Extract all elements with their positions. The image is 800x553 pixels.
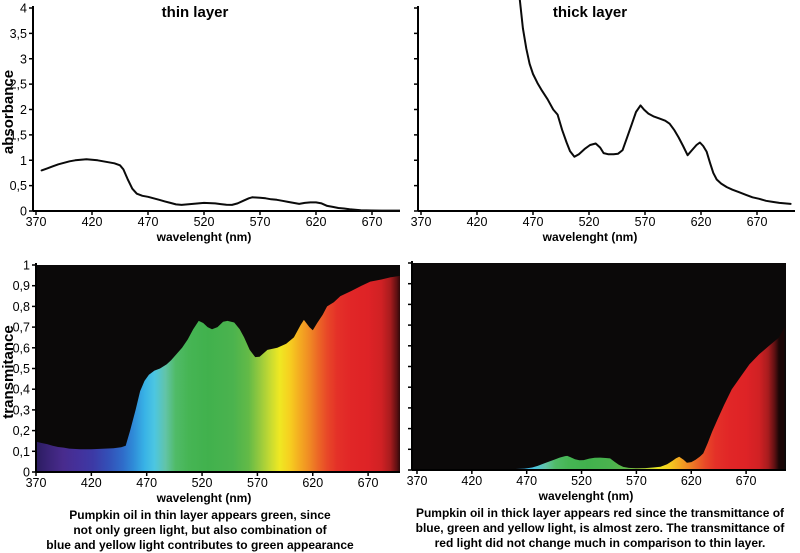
y-tick-label: 0,8 (13, 300, 30, 314)
y-tick-label: 0,9 (13, 279, 30, 293)
x-axis-label: wavelenght (nm) (542, 230, 638, 244)
caption-line: blue and yellow light contributes to gre… (46, 538, 354, 552)
absorbance-curve (40, 158, 400, 212)
y-tick-label: 0,2 (13, 424, 30, 438)
caption-line: Pumpkin oil in thin layer appears green,… (69, 508, 331, 522)
absorbance-curve (518, 0, 792, 205)
x-tick-label: 470 (516, 474, 537, 488)
plot-area: 370 420 470 520 570 620 670 (411, 0, 795, 229)
y-tick-label: 0,5 (13, 362, 30, 376)
x-tick-label: 570 (626, 474, 647, 488)
x-tick-label: 470 (136, 476, 157, 490)
x-tick-label: 620 (306, 215, 327, 229)
x-tick-label: 670 (747, 215, 768, 229)
x-tick-label: 420 (461, 474, 482, 488)
y-tick-label: 0,1 (13, 445, 30, 459)
x-axis-label: wavelenght (nm) (156, 491, 252, 505)
y-tick-label: 0 (20, 205, 27, 219)
y-tick-label: 1,5 (10, 128, 27, 142)
x-axis-label: wavelenght (nm) (538, 489, 634, 503)
x-tick-label: 520 (192, 476, 213, 490)
spectrum-area (36, 275, 400, 472)
y-tick-label: 3,5 (10, 27, 27, 41)
x-tick-label: 620 (681, 474, 702, 488)
y-tick-label: 3 (20, 52, 27, 66)
chart-title: thick layer (553, 4, 627, 21)
x-tick-label: 570 (250, 215, 271, 229)
chart-title: thin layer (162, 4, 229, 21)
x-tick-label: 420 (81, 476, 102, 490)
x-tick-label: 670 (358, 476, 379, 490)
plot-area: 370 420 470 520 570 620 670 (407, 261, 786, 488)
y-tick-label: 2 (20, 103, 27, 117)
x-tick-label: 570 (247, 476, 268, 490)
x-tick-label: 470 (138, 215, 159, 229)
x-tick-label: 670 (736, 474, 757, 488)
x-tick-label: 420 (82, 215, 103, 229)
y-tick-label: 0,6 (13, 341, 30, 355)
x-tick-label: 370 (26, 215, 47, 229)
caption-thick-layer: Pumpkin oil in thick layer appears red s… (400, 506, 800, 551)
y-tick-label: 0,3 (13, 403, 30, 417)
x-tick-label: 620 (302, 476, 323, 490)
y-tick-label: 1 (23, 259, 30, 273)
x-tick-label: 520 (579, 215, 600, 229)
caption-line: red light did not change much in compari… (434, 536, 766, 550)
y-tick-label: 1 (20, 154, 27, 168)
x-tick-label: 570 (635, 215, 656, 229)
x-tick-label: 520 (194, 215, 215, 229)
y-tick-label: 4 (20, 2, 27, 16)
caption-thin-layer: Pumpkin oil in thin layer appears green,… (0, 508, 400, 553)
x-tick-label: 470 (523, 215, 544, 229)
x-tick-label: 370 (411, 215, 432, 229)
x-tick-label: 670 (362, 215, 383, 229)
y-axis-label: transmitance (0, 325, 17, 418)
y-tick-label: 0,4 (13, 383, 30, 397)
caption-line: Pumpkin oil in thick layer appears red s… (415, 506, 785, 520)
thick-transmittance-chart: 370 420 470 520 570 620 670 wavelenght (nm) (407, 261, 786, 503)
y-axis-label: absorbance (0, 70, 17, 154)
x-tick-label: 520 (571, 474, 592, 488)
x-tick-label: 420 (467, 215, 488, 229)
x-axis-label: wavelenght (nm) (156, 230, 252, 244)
thick-absorbance-chart: 370 420 470 520 570 620 670 thick layer wavele… (411, 0, 795, 244)
caption-line: blue, green and yellow light, is almost … (415, 521, 785, 535)
y-tick-label: 0 (23, 466, 30, 480)
y-tick-label: 0,7 (13, 321, 30, 335)
x-tick-label: 370 (26, 476, 47, 490)
spectrum-area (417, 327, 785, 470)
x-tick-label: 620 (691, 215, 712, 229)
y-tick-label: 2,5 (10, 78, 27, 92)
x-tick-label: 370 (407, 474, 428, 488)
caption-line: not only green light, but also combinati… (73, 523, 327, 537)
y-tick-label: 0,5 (10, 179, 27, 193)
